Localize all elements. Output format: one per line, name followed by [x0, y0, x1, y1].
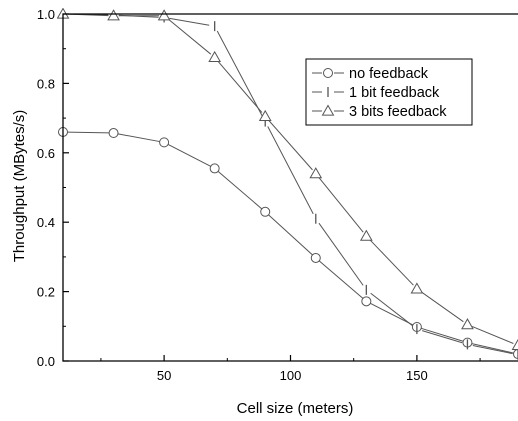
series-line-segment	[268, 214, 313, 256]
data-point-triangle	[157, 9, 171, 21]
data-point-triangle	[359, 229, 373, 241]
data-point-triangle	[258, 109, 272, 121]
series-line-segment	[471, 326, 514, 344]
data-point-triangle	[107, 9, 120, 21]
data-point-triangle	[410, 282, 424, 294]
legend-marker-circle	[323, 68, 333, 78]
y-tick-label: 0.2	[37, 285, 55, 300]
data-point-circle	[108, 128, 119, 139]
series-line-segment	[216, 30, 264, 117]
series-line-segment	[217, 170, 263, 210]
data-point-circle	[159, 137, 170, 148]
data-point-circle	[260, 206, 271, 217]
legend-label: no feedback	[349, 66, 429, 82]
data-point-circle	[513, 349, 518, 360]
y-axis-label: Throughput (MBytes/s)	[11, 110, 28, 263]
series-line-segment	[420, 291, 464, 323]
series-triangle	[57, 8, 518, 351]
series-circle	[58, 126, 518, 360]
data-point-circle	[209, 163, 220, 174]
series-line-segment	[421, 327, 464, 342]
x-tick-label: 150	[406, 368, 428, 383]
series-line-segment	[422, 330, 463, 344]
series-line-segment	[472, 344, 513, 355]
legend-box	[305, 58, 473, 126]
legend-label: 3 bits feedback	[349, 104, 447, 120]
y-tick-label: 0.4	[37, 215, 55, 230]
series-line-segment	[67, 131, 110, 134]
x-tick-label: 50	[157, 368, 171, 383]
data-point-triangle	[511, 338, 518, 351]
series-line-segment	[370, 292, 413, 327]
axes: 50 100 150 0.0 0.2 0.4 0.6 0.8 1.0	[37, 7, 518, 383]
y-tick-label: 0.0	[37, 354, 55, 369]
series-line-segment	[268, 119, 313, 171]
legend-label: 1 bit feedback	[349, 85, 440, 101]
series-line-segment	[167, 144, 211, 167]
series-line-segment	[370, 302, 414, 326]
x-tick-label: 100	[280, 368, 302, 383]
series-line-segment	[267, 126, 314, 215]
series-line-segment	[318, 222, 364, 286]
series-line-segment	[167, 18, 212, 55]
y-tick-label: 1.0	[37, 7, 55, 22]
data-point-triangle	[309, 167, 323, 179]
data-point-circle	[310, 252, 321, 263]
data-point-triangle	[461, 318, 474, 330]
series-line-segment	[471, 343, 514, 354]
series-line-segment	[117, 133, 160, 143]
y-tick-label: 0.8	[37, 76, 55, 91]
series-line-segment	[318, 260, 364, 299]
y-tick-label: 0.6	[37, 146, 55, 161]
legend: no feedback 1 bit feedback 3 bits feedback	[305, 58, 473, 126]
series-line-segment	[318, 177, 364, 233]
series-line-segment	[169, 17, 210, 26]
data-point-circle	[361, 296, 372, 307]
data-point-triangle	[208, 50, 222, 62]
legend-marker-triangle	[321, 104, 335, 116]
x-axis-label: Cell size (meters)	[237, 400, 354, 417]
series-line-segment	[369, 239, 414, 286]
series-line-segment	[217, 60, 263, 113]
